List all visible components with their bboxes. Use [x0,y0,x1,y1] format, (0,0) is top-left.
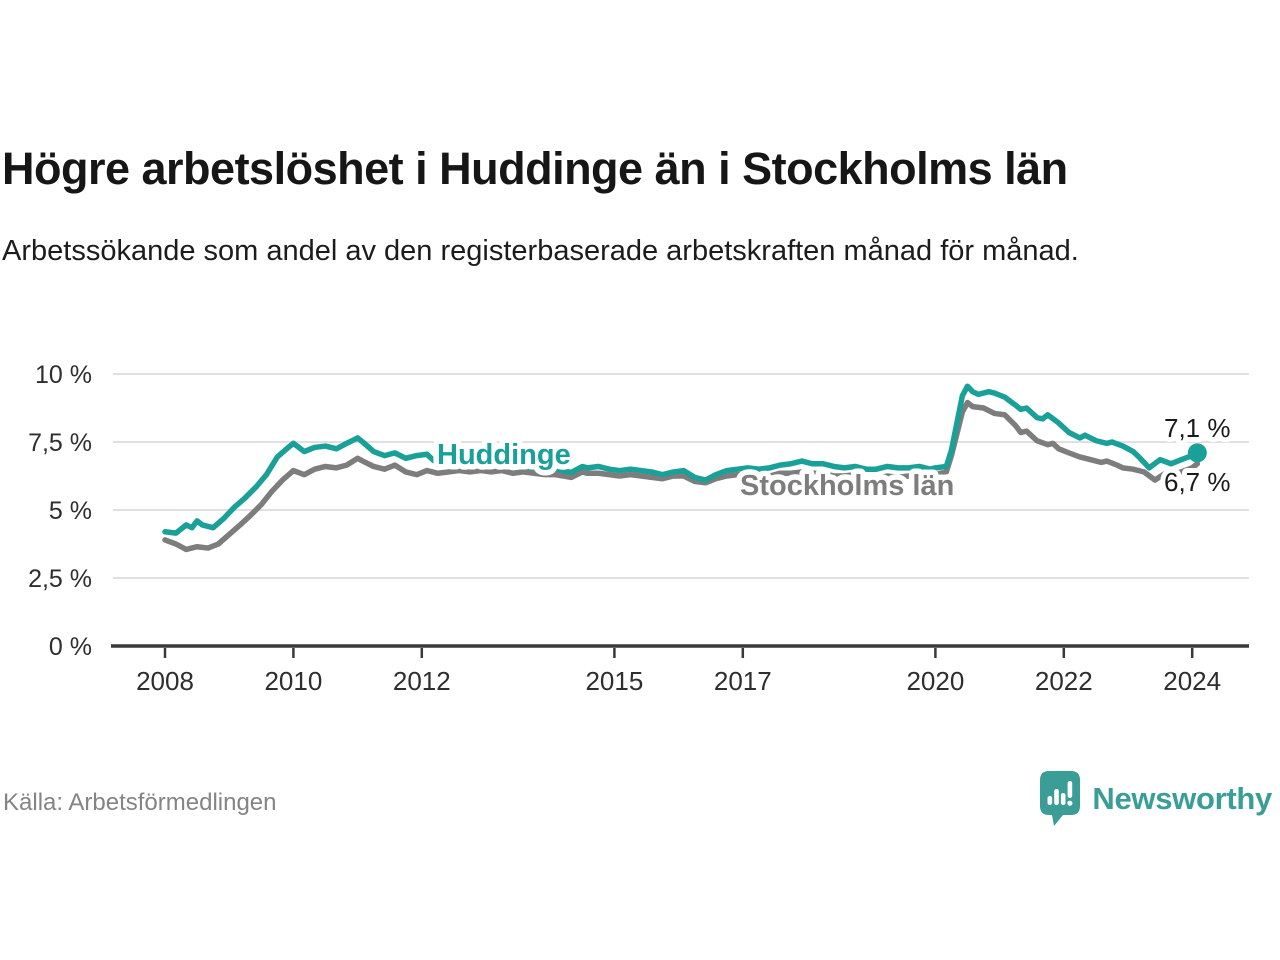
y-axis-tick-label: 7,5 % [28,429,92,457]
newsworthy-wordmark: Newsworthy [1092,781,1272,816]
y-axis-tick-label: 0 % [49,633,92,661]
x-axis-tick-label: 2022 [1035,666,1093,696]
x-axis-tick-label: 2024 [1163,666,1221,696]
stockholms-lan-line [162,399,1201,553]
y-axis-tick-label: 10 % [35,361,92,389]
end-value-label: 7,1 % [1164,413,1231,443]
x-axis-tick-label: 2010 [264,666,322,696]
huddinge-end-dot [1187,443,1207,463]
end-value-label: 6,7 % [1164,467,1231,497]
newsworthy-logo-icon [1040,771,1081,826]
x-axis-tick-label: 2012 [393,666,451,696]
huddinge-series-label: Huddinge [437,439,571,471]
x-axis-tick-label: 2020 [906,666,964,696]
y-axis-tick-label: 5 % [49,497,92,525]
source-note: Källa: Arbetsförmedlingen [3,789,277,816]
x-axis-tick-label: 2017 [714,666,772,696]
x-axis-tick-label: 2015 [585,666,643,696]
newsworthy-logo: Newsworthy [1039,770,1272,828]
page-title: Högre arbetslöshet i Huddinge än i Stock… [2,143,1068,194]
x-axis-tick-label: 2008 [136,666,194,696]
page-subtitle: Arbetssökande som andel av den registerb… [2,235,1079,267]
huddinge-line [162,383,1201,536]
stockholms-lan-series-label: Stockholms län [740,470,954,502]
y-axis-tick-label: 2,5 % [28,565,92,593]
